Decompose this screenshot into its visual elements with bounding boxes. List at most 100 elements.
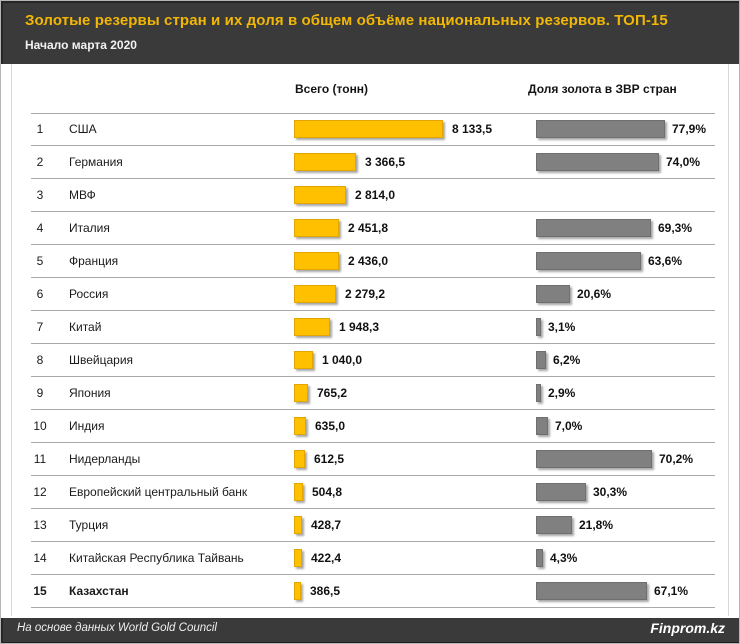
country-label: Германия bbox=[69, 155, 123, 169]
share-bar bbox=[536, 516, 572, 534]
share-bar bbox=[536, 384, 541, 402]
rank-label: 15 bbox=[33, 584, 47, 598]
tons-bar bbox=[294, 120, 443, 138]
tons-bar bbox=[294, 351, 313, 369]
country-label: Турция bbox=[69, 518, 109, 532]
row-separator bbox=[31, 574, 715, 575]
table-row: 3 МВФ 2 814,0 bbox=[1, 179, 739, 212]
row-separator bbox=[31, 310, 715, 311]
share-bar bbox=[536, 120, 665, 138]
footer-band: На основе данных World Gold Council Finp… bbox=[1, 618, 739, 643]
tons-value: 2 451,8 bbox=[348, 221, 389, 235]
tons-bar bbox=[294, 252, 339, 270]
tons-bar bbox=[294, 483, 303, 501]
tons-bar bbox=[294, 450, 305, 468]
table-row: 9 Япония 765,2 2,9% bbox=[1, 377, 739, 410]
source-note: На основе данных World Gold Council bbox=[17, 622, 217, 634]
ranking-table: 1 США 8 133,5 77,9% 2 Германия 3 366,5 74,0% 3 МВ… bbox=[1, 113, 739, 608]
tons-bar bbox=[294, 516, 302, 534]
share-value: 30,3% bbox=[593, 485, 628, 499]
page-title: Золотые резервы стран и их доля в общем … bbox=[25, 12, 668, 29]
rank-label: 5 bbox=[36, 254, 44, 268]
column-header-share: Доля золота в ЗВР стран bbox=[528, 82, 677, 96]
table-row: 13 Турция 428,7 21,8% bbox=[1, 509, 739, 542]
row-separator bbox=[31, 376, 715, 377]
rank-label: 8 bbox=[36, 353, 44, 367]
share-value: 69,3% bbox=[658, 221, 693, 235]
share-bar bbox=[536, 483, 586, 501]
tons-value: 1 948,3 bbox=[339, 320, 380, 334]
share-bar bbox=[536, 351, 546, 369]
table-row: 15 Казахстан 386,5 67,1% bbox=[1, 575, 739, 608]
brand-logo: Finprom.kz bbox=[650, 620, 725, 636]
tons-value: 422,4 bbox=[311, 551, 342, 565]
left-frame-line bbox=[11, 64, 12, 616]
country-label: МВФ bbox=[69, 188, 96, 202]
share-bar bbox=[536, 153, 659, 171]
table-row: 11 Нидерланды 612,5 70,2% bbox=[1, 443, 739, 476]
rank-label: 10 bbox=[33, 419, 47, 433]
tons-bar bbox=[294, 318, 330, 336]
table-row: 2 Германия 3 366,5 74,0% bbox=[1, 146, 739, 179]
row-separator bbox=[31, 541, 715, 542]
tons-value: 3 366,5 bbox=[365, 155, 406, 169]
country-label: США bbox=[69, 122, 97, 136]
country-label: Индия bbox=[69, 419, 105, 433]
share-bar bbox=[536, 450, 652, 468]
tons-value: 386,5 bbox=[310, 584, 341, 598]
column-header-total: Всего (тонн) bbox=[295, 82, 369, 96]
row-separator bbox=[31, 277, 715, 278]
table-row: 7 Китай 1 948,3 3,1% bbox=[1, 311, 739, 344]
rank-label: 11 bbox=[33, 452, 47, 466]
tons-bar bbox=[294, 417, 306, 435]
tons-bar bbox=[294, 285, 336, 303]
table-row: 1 США 8 133,5 77,9% bbox=[1, 113, 739, 146]
country-label: Нидерланды bbox=[69, 452, 141, 466]
tons-bar bbox=[294, 384, 308, 402]
share-bar bbox=[536, 318, 541, 336]
tons-value: 612,5 bbox=[314, 452, 345, 466]
rank-label: 9 bbox=[36, 386, 44, 400]
rank-label: 14 bbox=[33, 551, 47, 565]
rank-label: 3 bbox=[36, 188, 44, 202]
share-bar bbox=[536, 285, 570, 303]
country-label: Франция bbox=[69, 254, 119, 268]
tons-bar bbox=[294, 549, 302, 567]
rank-label: 1 bbox=[36, 122, 44, 136]
share-value: 4,3% bbox=[550, 551, 578, 565]
rank-label: 7 bbox=[36, 320, 44, 334]
tons-bar bbox=[294, 582, 301, 600]
country-label: Казахстан bbox=[69, 584, 129, 598]
share-value: 3,1% bbox=[548, 320, 576, 334]
right-frame-line bbox=[728, 64, 729, 616]
rank-label: 12 bbox=[33, 485, 47, 499]
share-value: 74,0% bbox=[666, 155, 701, 169]
share-value: 63,6% bbox=[648, 254, 683, 268]
rank-label: 2 bbox=[36, 155, 44, 169]
tons-value: 2 814,0 bbox=[355, 188, 396, 202]
tons-bar bbox=[294, 186, 346, 204]
table-row: 4 Италия 2 451,8 69,3% bbox=[1, 212, 739, 245]
tons-value: 765,2 bbox=[317, 386, 348, 400]
share-value: 6,2% bbox=[553, 353, 581, 367]
row-separator bbox=[31, 442, 715, 443]
share-value: 21,8% bbox=[579, 518, 614, 532]
header-band: Золотые резервы стран и их доля в общем … bbox=[1, 1, 739, 64]
share-bar bbox=[536, 219, 651, 237]
table-row: 8 Швейцария 1 040,0 6,2% bbox=[1, 344, 739, 377]
rank-label: 4 bbox=[36, 221, 44, 235]
table-row: 12 Европейский центральный банк 504,8 30,3% bbox=[1, 476, 739, 509]
tons-value: 504,8 bbox=[312, 485, 343, 499]
country-label: Китайская Республика Тайвань bbox=[69, 551, 244, 565]
tons-value: 1 040,0 bbox=[322, 353, 363, 367]
table-top-separator bbox=[31, 113, 715, 114]
country-label: Европейский центральный банк bbox=[69, 485, 248, 499]
country-label: Швейцария bbox=[69, 353, 134, 367]
row-separator bbox=[31, 607, 715, 608]
country-label: Япония bbox=[69, 386, 111, 400]
table-row: 14 Китайская Республика Тайвань 422,4 4,3% bbox=[1, 542, 739, 575]
share-value: 67,1% bbox=[654, 584, 689, 598]
country-label: Китай bbox=[69, 320, 102, 334]
tons-value: 2 436,0 bbox=[348, 254, 389, 268]
country-label: Россия bbox=[69, 287, 109, 301]
